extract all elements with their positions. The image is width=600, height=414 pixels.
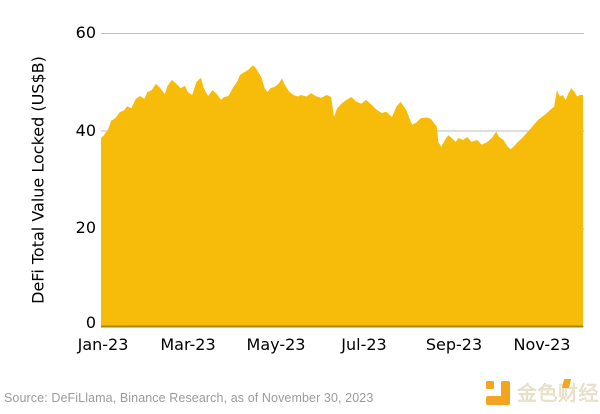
y-tick-20: 20 <box>75 218 96 237</box>
y-tick-60: 60 <box>75 23 96 42</box>
logo-icon-vertical-bar <box>501 381 510 405</box>
y-tick-0: 0 <box>85 313 96 332</box>
logo-icon-square <box>486 381 494 389</box>
jinse-logo-icon <box>485 380 511 406</box>
x-tick-jan-23: Jan-23 <box>77 335 129 354</box>
x-axis-baseline <box>101 325 583 328</box>
x-tick-nov-23: Nov-23 <box>513 335 571 354</box>
y-tick-40: 40 <box>75 121 96 140</box>
source-note: Source: DeFiLlama, Binance Research, as … <box>4 391 374 405</box>
jinse-logo-text: 金色财经 <box>517 381 599 405</box>
x-tick-mar-23: Mar-23 <box>160 335 216 354</box>
jinse-finance-logo: 金色财经 <box>485 379 599 407</box>
x-tick-sep-23: Sep-23 <box>425 335 483 354</box>
tvl-area-series <box>101 65 583 326</box>
logo-icon-horizontal-bar <box>486 396 510 405</box>
x-tick-jul-23: Jul-23 <box>341 335 387 354</box>
x-tick-may-23: May-23 <box>246 335 306 354</box>
